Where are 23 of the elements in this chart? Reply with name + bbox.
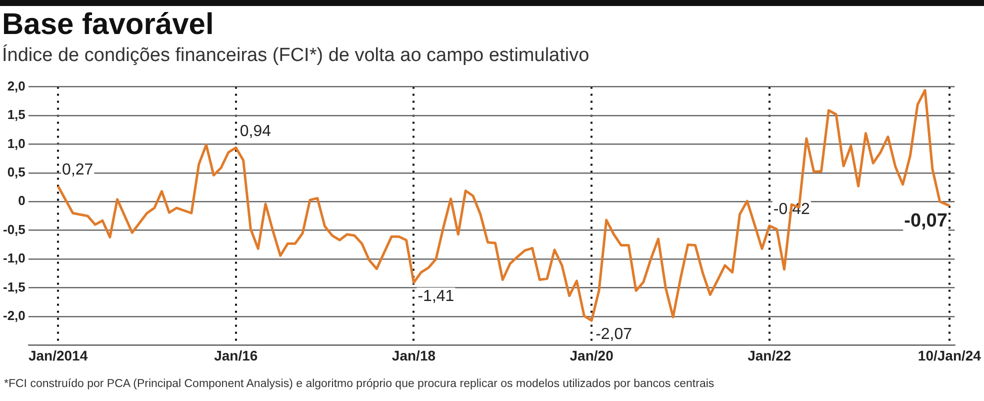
y-tick-label: 1,5 — [7, 107, 26, 122]
y-tick-label: -1,0 — [2, 250, 26, 266]
annotation: 0,94 — [240, 123, 272, 140]
annotation: -1,41 — [418, 288, 454, 306]
chart-subtitle: Índice de condições financeiras (FCI*) de volta ao campo estimulativo — [1, 44, 590, 68]
y-tick-label: -2,0 — [2, 308, 26, 324]
text: *FCI construído por PCA (Principal Component Analysis) e algoritmo próprio que procura replicar os modelos utilizados por bancos centrais — [3, 377, 716, 390]
y-tick-label: 1,0 — [7, 136, 26, 151]
chart-title: Base favorável — [1, 7, 215, 42]
annotation: -0,07 — [904, 210, 948, 232]
x-tick-label: 10/Jan/24 — [918, 347, 982, 364]
x-tick-label: Jan/18 — [392, 347, 436, 364]
y-tick-label: -0,5 — [2, 222, 26, 237]
y-tick-label: 0 — [18, 193, 26, 208]
x-tick-label: Jan/16 — [214, 347, 258, 364]
y-tick-label: -1,5 — [2, 279, 26, 294]
y-tick-label: 2,0 — [7, 78, 26, 94]
x-tick-label: Jan/20 — [570, 347, 614, 364]
y-tick-label: 0,5 — [7, 164, 26, 180]
x-tick-label: Jan/2014 — [28, 347, 88, 364]
annotation: 0,27 — [62, 162, 94, 179]
x-tick-label: Jan/22 — [748, 347, 792, 364]
annotation: -2,07 — [596, 326, 632, 343]
